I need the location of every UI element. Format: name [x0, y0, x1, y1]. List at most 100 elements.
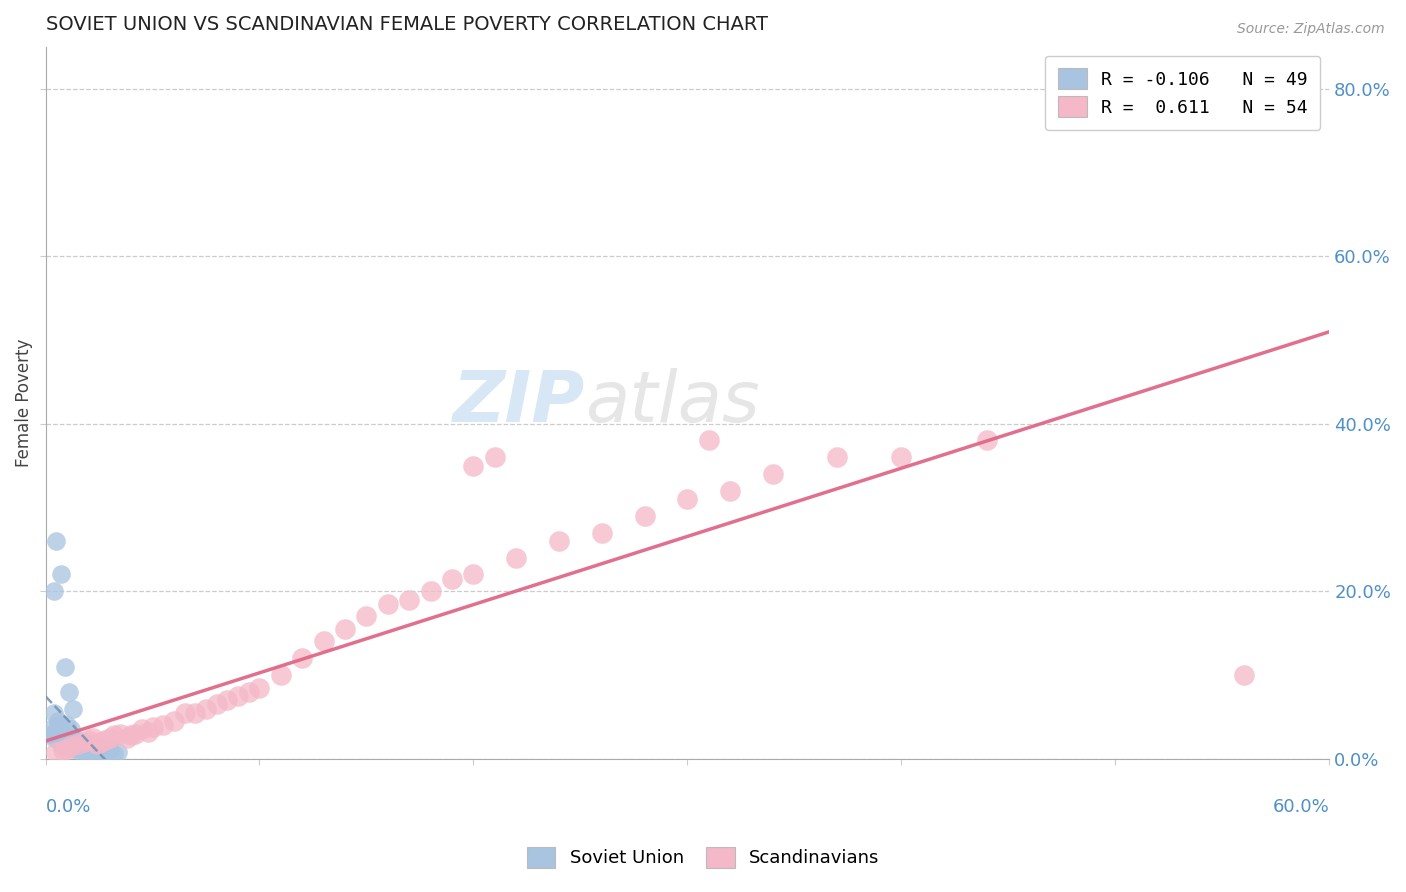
Point: [98, 731, 121, 745]
Point: [69, 735, 91, 749]
Point: [548, 533, 571, 548]
Point: [66, 737, 89, 751]
Point: [42, 731, 65, 745]
Point: [66, 743, 89, 757]
Point: [83, 741, 105, 756]
Point: [825, 450, 848, 465]
Point: [62, 701, 84, 715]
Point: [205, 698, 228, 712]
Point: [94, 746, 117, 760]
Text: Source: ZipAtlas.com: Source: ZipAtlas.com: [1237, 22, 1385, 37]
Point: [110, 726, 132, 740]
Text: 60.0%: 60.0%: [1272, 798, 1329, 816]
Point: [697, 434, 720, 448]
Point: [173, 706, 195, 720]
Point: [633, 508, 655, 523]
Point: [762, 467, 785, 481]
Point: [152, 718, 174, 732]
Point: [58, 739, 80, 753]
Point: [82, 741, 104, 756]
Point: [217, 693, 239, 707]
Point: [73, 741, 96, 756]
Point: [60, 739, 83, 754]
Point: [77, 733, 100, 747]
Point: [82, 745, 104, 759]
Point: [38, 723, 60, 737]
Text: ZIP: ZIP: [453, 368, 585, 437]
Point: [53, 659, 76, 673]
Point: [69, 740, 91, 755]
Point: [98, 743, 121, 757]
Point: [120, 728, 142, 742]
Point: [77, 739, 100, 754]
Point: [591, 525, 613, 540]
Point: [676, 491, 699, 506]
Point: [56, 731, 79, 745]
Point: [141, 720, 163, 734]
Point: [115, 731, 138, 745]
Point: [56, 741, 79, 756]
Point: [270, 668, 292, 682]
Point: [56, 737, 79, 751]
Point: [75, 745, 97, 759]
Point: [238, 685, 260, 699]
Point: [91, 744, 114, 758]
Point: [377, 597, 399, 611]
Point: [163, 714, 186, 728]
Point: [463, 458, 485, 473]
Y-axis label: Female Poverty: Female Poverty: [15, 339, 32, 467]
Point: [1233, 668, 1256, 682]
Point: [124, 726, 146, 740]
Point: [49, 737, 72, 751]
Point: [70, 743, 93, 757]
Point: [136, 725, 159, 739]
Legend: R = -0.106   N = 49, R =  0.611   N = 54: R = -0.106 N = 49, R = 0.611 N = 54: [1045, 55, 1320, 130]
Point: [398, 592, 420, 607]
Point: [48, 714, 70, 728]
Point: [87, 745, 110, 759]
Point: [41, 728, 63, 742]
Point: [42, 584, 65, 599]
Point: [65, 731, 87, 745]
Point: [65, 739, 87, 754]
Point: [356, 609, 378, 624]
Text: 0.0%: 0.0%: [45, 798, 91, 816]
Point: [56, 718, 79, 732]
Point: [86, 743, 108, 757]
Point: [484, 450, 506, 465]
Point: [41, 726, 63, 740]
Point: [52, 743, 75, 757]
Point: [195, 701, 218, 715]
Point: [52, 739, 75, 754]
Point: [90, 735, 112, 749]
Point: [184, 706, 207, 720]
Point: [441, 572, 464, 586]
Point: [131, 723, 153, 737]
Point: [62, 741, 84, 756]
Point: [82, 731, 104, 745]
Point: [58, 685, 80, 699]
Point: [312, 634, 335, 648]
Point: [94, 733, 117, 747]
Point: [333, 622, 356, 636]
Point: [103, 747, 125, 761]
Point: [976, 434, 998, 448]
Point: [73, 735, 96, 749]
Point: [60, 740, 83, 755]
Point: [419, 584, 441, 599]
Point: [463, 567, 485, 582]
Point: [890, 450, 912, 465]
Text: SOVIET UNION VS SCANDINAVIAN FEMALE POVERTY CORRELATION CHART: SOVIET UNION VS SCANDINAVIAN FEMALE POVE…: [45, 15, 768, 34]
Legend: Soviet Union, Scandinavians: Soviet Union, Scandinavians: [516, 836, 890, 879]
Point: [718, 483, 741, 498]
Point: [291, 651, 314, 665]
Point: [90, 739, 112, 754]
Point: [49, 567, 72, 582]
Point: [45, 728, 67, 742]
Point: [79, 743, 101, 757]
Point: [53, 735, 76, 749]
Point: [77, 737, 100, 751]
Point: [42, 706, 65, 720]
Point: [45, 745, 67, 759]
Point: [86, 737, 108, 751]
